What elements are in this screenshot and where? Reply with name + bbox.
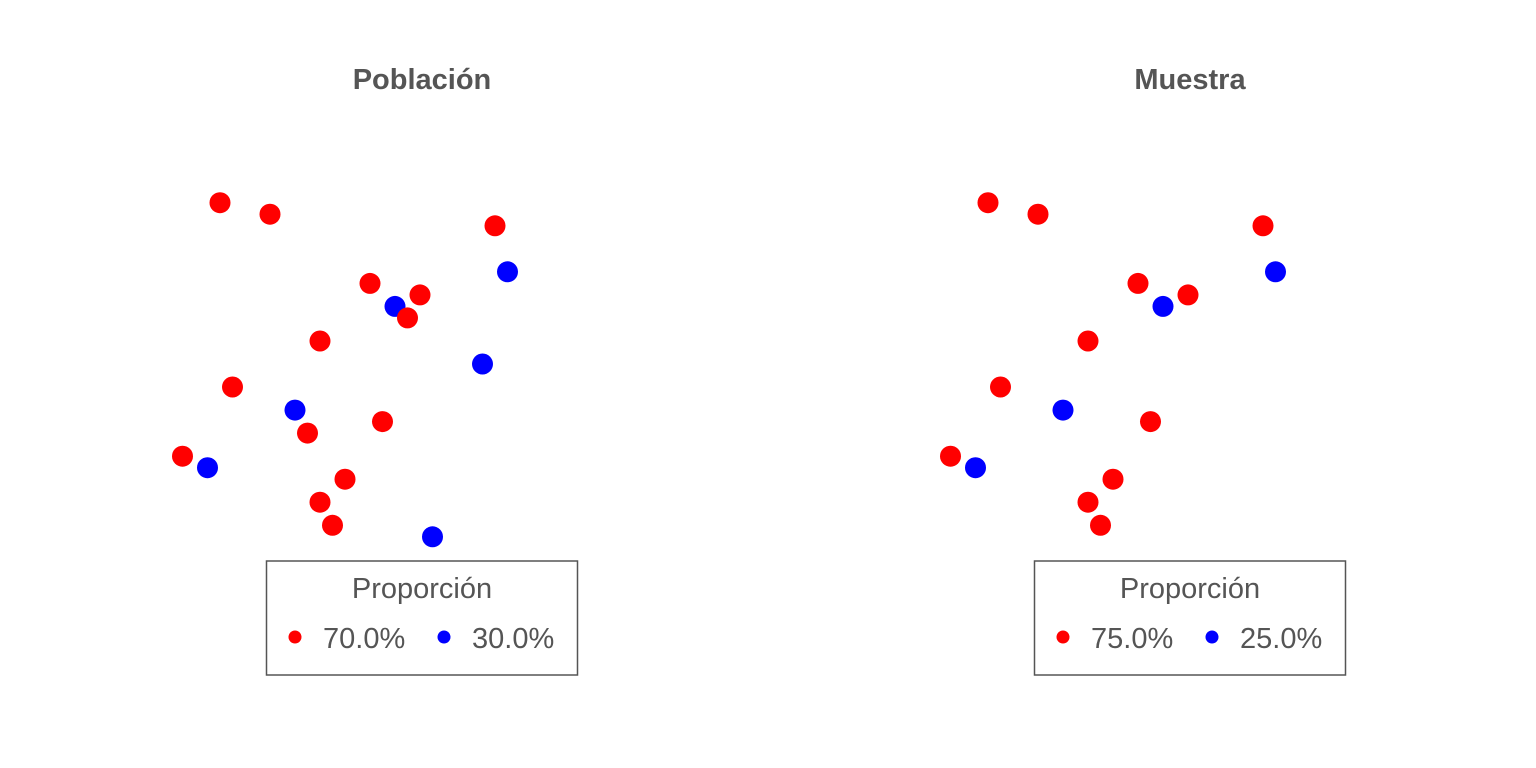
data-point-13 — [297, 422, 318, 444]
legend-box — [265, 560, 579, 676]
data-point-7 — [1077, 330, 1099, 352]
data-point-4 — [1127, 272, 1149, 294]
data-point-16 — [334, 468, 356, 490]
data-point-2 — [484, 215, 506, 237]
data-point-13 — [1102, 468, 1124, 490]
data-point-5 — [409, 284, 431, 306]
data-point-17 — [309, 491, 331, 513]
data-point-14 — [172, 445, 193, 467]
data-point-10 — [222, 376, 243, 398]
data-point-1 — [1027, 203, 1049, 225]
legend-label-0: 70.0% — [323, 623, 405, 655]
data-point-8 — [990, 376, 1011, 398]
data-point-6 — [1152, 295, 1174, 317]
legend-label-1: 30.0% — [472, 623, 554, 655]
legend-box — [1033, 560, 1347, 676]
panel-poblacion: Población Proporción 70.0% 30.0% — [172, 64, 579, 676]
data-point-9 — [1052, 399, 1074, 421]
legend: Proporción 75.0% 25.0% — [1033, 560, 1347, 676]
data-point-3 — [1265, 261, 1286, 283]
panel-title: Muestra — [1134, 64, 1246, 96]
points-layer — [172, 192, 518, 548]
legend-title: Proporción — [352, 573, 492, 605]
data-point-2 — [1252, 215, 1274, 237]
data-point-4 — [359, 272, 381, 294]
legend: Proporción 70.0% 30.0% — [265, 560, 579, 676]
data-point-11 — [284, 399, 306, 421]
data-point-0 — [209, 192, 231, 214]
data-point-0 — [977, 192, 999, 214]
legend-swatch-0 — [288, 630, 302, 644]
legend-title: Proporción — [1120, 573, 1260, 605]
data-point-1 — [259, 203, 281, 225]
data-point-3 — [497, 261, 518, 283]
data-point-15 — [1090, 514, 1111, 536]
legend-swatch-1 — [437, 630, 451, 644]
points-layer — [940, 192, 1286, 536]
data-point-11 — [940, 445, 961, 467]
data-point-14 — [1077, 491, 1099, 513]
panel-muestra: Muestra Proporción 75.0% 25.0% — [940, 64, 1347, 676]
data-point-10 — [1140, 411, 1161, 433]
data-point-5 — [1177, 284, 1199, 306]
data-point-12 — [965, 457, 986, 479]
data-point-7 — [397, 307, 418, 329]
data-point-18 — [322, 514, 343, 536]
data-point-8 — [309, 330, 331, 352]
legend-swatch-1 — [1205, 630, 1219, 644]
data-point-12 — [372, 411, 393, 433]
panel-title: Población — [353, 64, 492, 96]
data-point-19 — [422, 526, 443, 548]
data-point-9 — [472, 353, 493, 375]
data-point-15 — [197, 457, 218, 479]
legend-label-0: 75.0% — [1091, 623, 1173, 655]
legend-label-1: 25.0% — [1240, 623, 1322, 655]
legend-swatch-0 — [1056, 630, 1070, 644]
